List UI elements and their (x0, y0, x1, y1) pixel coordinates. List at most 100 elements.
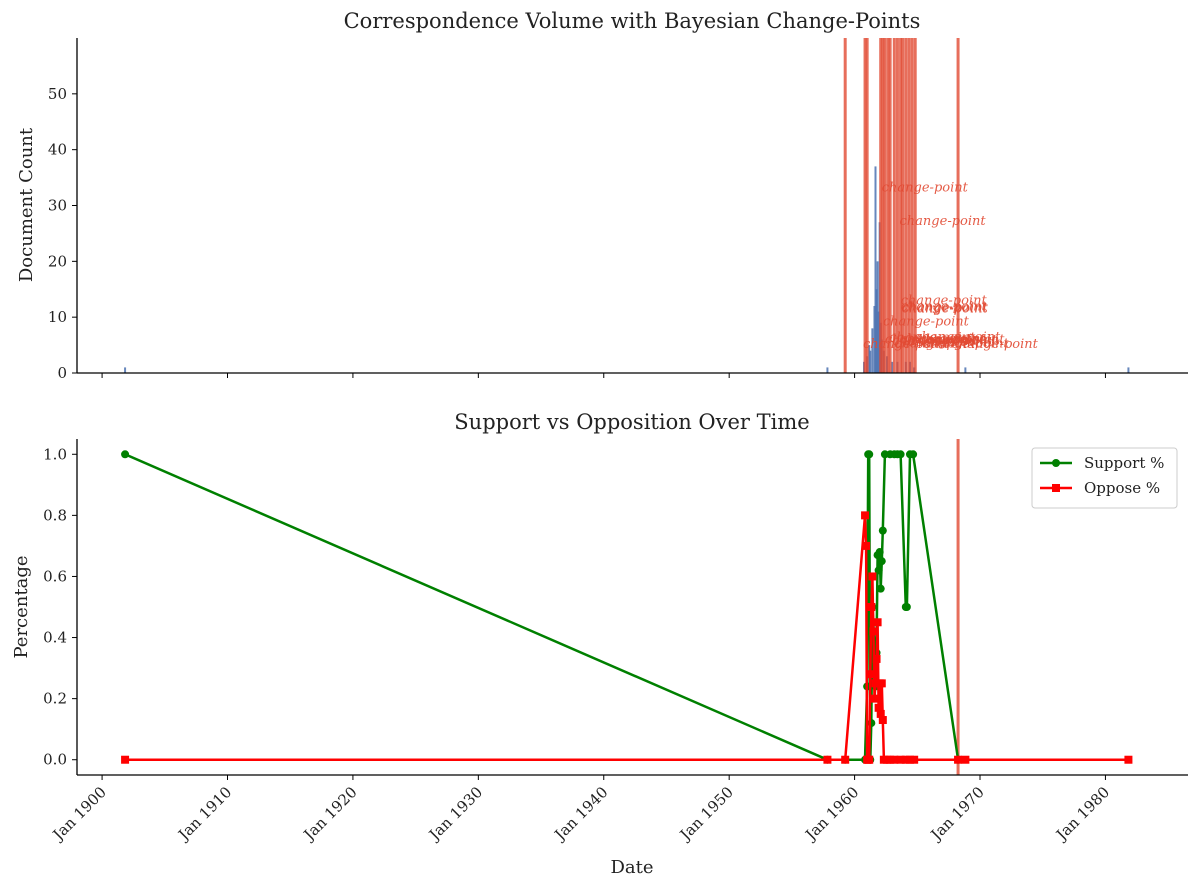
bar (873, 306, 876, 373)
change-point-annotation: change-point (885, 332, 972, 347)
data-point (867, 603, 876, 611)
y-tick-label: 10 (48, 308, 67, 326)
y-tick-label: 20 (48, 252, 67, 270)
bar (869, 350, 872, 373)
data-point (866, 670, 875, 679)
data-point (874, 703, 883, 712)
data-point (896, 450, 905, 459)
change-point-annotation: change-point (911, 333, 998, 348)
x-axis-label: Date (610, 857, 653, 878)
y-tick-label: 50 (48, 85, 67, 103)
change-point-annotation: change-point (900, 332, 987, 347)
data-point (876, 709, 885, 718)
bar (871, 328, 874, 373)
data-point (886, 755, 895, 764)
bar (891, 361, 894, 373)
bar (876, 261, 879, 373)
chart-title: Support vs Opposition Over Time (454, 410, 809, 434)
data-point (865, 450, 874, 459)
x-tick-label: Jan 1930 (424, 783, 486, 845)
change-point-annotation: change-point (894, 336, 981, 351)
bar (875, 289, 878, 373)
x-tick-label: Jan 1940 (550, 783, 612, 845)
change-point-annotation: change-point (923, 336, 1010, 351)
y-axis-label: Document Count (16, 127, 37, 282)
x-tick-label: Jan 1960 (801, 783, 863, 845)
y-tick-label: 0.2 (43, 690, 67, 708)
change-point-annotation: change-point (918, 332, 1005, 347)
bar (877, 311, 880, 373)
x-tick-label: Jan 1950 (675, 783, 737, 845)
data-point (870, 694, 879, 703)
x-tick-label: Jan 1980 (1051, 783, 1113, 845)
data-point (878, 526, 887, 535)
data-point (877, 679, 886, 688)
bar (874, 166, 877, 373)
axes: 0 10 20 30 40 50 (48, 38, 1188, 382)
y-tick-label: 30 (48, 197, 67, 215)
data-point (905, 755, 914, 764)
y-tick-label: 40 (48, 141, 67, 159)
data-point (1124, 755, 1133, 764)
change-point-annotation: change-point (907, 335, 994, 350)
bar (964, 367, 967, 373)
change-point-annotation: change-point (889, 331, 976, 346)
data-point (823, 755, 832, 764)
data-point (890, 755, 899, 764)
change-point-annotation: change-point (892, 334, 979, 349)
y-tick-label: 0.4 (43, 629, 67, 647)
legend-marker (1052, 484, 1060, 492)
data-point (862, 541, 871, 550)
x-tick-label: Jan 1900 (48, 783, 110, 845)
data-point (868, 572, 877, 581)
change-point-annotation: change-point (952, 337, 1039, 352)
data-point (841, 755, 850, 764)
support-chart: Support vs Opposition Over Time 0.0 0.2 0.… (11, 410, 1188, 878)
bar (868, 345, 871, 373)
legend-marker (1052, 459, 1060, 467)
y-tick-label: 0.0 (43, 751, 67, 769)
change-point-annotation: change-point (902, 301, 989, 316)
data-point (877, 557, 886, 566)
y-tick-label: 0.8 (43, 506, 67, 524)
data-point (861, 511, 870, 520)
change-point-annotation: change-point (902, 302, 989, 317)
series-line (125, 514, 1129, 761)
legend: Support % Oppose % (1031, 447, 1178, 509)
data-point (872, 654, 881, 663)
series-line (124, 453, 960, 761)
change-point-annotation: change-point (900, 214, 987, 229)
plot-area: change-pointchange-pointchange-pointchan… (124, 38, 1130, 373)
data-point (901, 755, 910, 764)
change-point-annotation: change-point (883, 315, 970, 330)
change-point-annotation: change-point (863, 337, 950, 352)
data-point (954, 755, 963, 764)
data-point (876, 584, 885, 593)
data-point (910, 755, 919, 764)
axes: 0.0 0.2 0.4 0.6 0.8 1.0 Jan 1900 Jan 1910 Jan 19… (43, 439, 1188, 845)
data-point (869, 627, 878, 636)
bar (124, 367, 127, 373)
data-point (121, 450, 130, 459)
data-point (871, 679, 880, 688)
data-point (902, 603, 911, 611)
change-point-annotation: change-point (901, 293, 988, 308)
bar (826, 367, 829, 373)
chart-title: Correspondence Volume with Bayesian Chan… (344, 9, 921, 33)
y-tick-label: 0.6 (43, 567, 67, 585)
change-point-annotation: change-point (914, 330, 1001, 345)
data-point (878, 716, 887, 725)
data-point (121, 755, 130, 764)
x-tick-label: Jan 1970 (926, 783, 988, 845)
y-tick-label: 1.0 (43, 445, 67, 463)
plot-area (121, 439, 1133, 775)
data-point (873, 618, 882, 627)
legend-label: Oppose % (1084, 479, 1160, 497)
bar (1127, 367, 1130, 373)
data-point (865, 755, 874, 764)
volume-chart: Correspondence Volume with Bayesian Chan… (16, 9, 1188, 382)
change-point-annotation: change-point (882, 181, 969, 196)
data-point (875, 548, 884, 557)
x-tick-label: Jan 1920 (299, 783, 361, 845)
